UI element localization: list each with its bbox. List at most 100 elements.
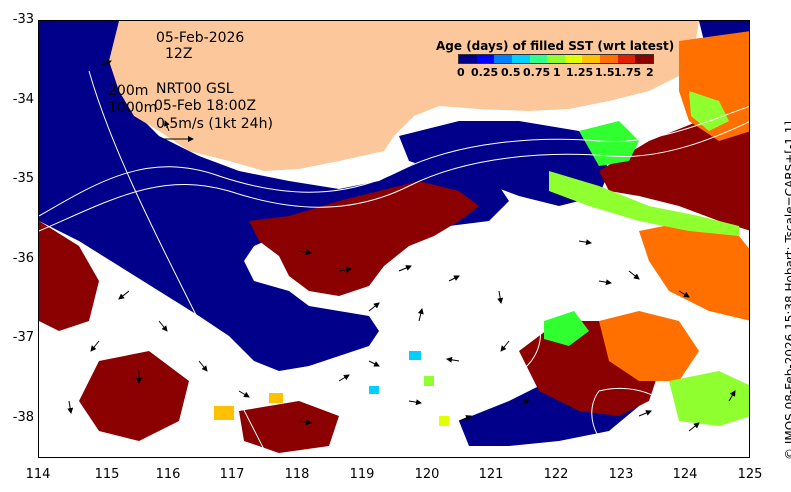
current-vector bbox=[497, 290, 504, 304]
current-vector bbox=[368, 302, 380, 312]
current-vector bbox=[688, 422, 700, 432]
current-vector bbox=[98, 60, 112, 67]
colorbar-tick: 0.25 bbox=[471, 66, 499, 79]
age-two-region-central bbox=[249, 181, 479, 296]
current-vector bbox=[238, 390, 250, 398]
current-vector bbox=[118, 290, 130, 300]
age-one-region-ridge bbox=[549, 171, 739, 236]
x-tick-label: 117 bbox=[219, 467, 245, 482]
current-vector bbox=[398, 265, 412, 272]
colorbar-tick: 1.25 bbox=[566, 66, 594, 79]
age-one-and-half-region-south bbox=[599, 311, 699, 381]
colorbar-segment bbox=[476, 55, 495, 63]
age-two-patch-southwest bbox=[79, 351, 189, 441]
current-vector bbox=[638, 410, 652, 417]
current-vector bbox=[598, 279, 612, 286]
current-vector bbox=[164, 120, 170, 132]
current-vector bbox=[728, 390, 736, 402]
x-tick-label: 123 bbox=[608, 467, 634, 482]
copyright-caption: © IMOS 08-Feb-2026 15:38 Hobart; Tscale=… bbox=[783, 120, 791, 460]
vector-scale-label: 0.5m/s (1kt 24h) bbox=[156, 116, 273, 132]
age-cyan-patch bbox=[369, 386, 379, 394]
x-tick-label: 120 bbox=[414, 467, 440, 482]
product-label: NRT00 GSL bbox=[156, 81, 234, 97]
current-vector bbox=[417, 308, 424, 322]
valid-time: 05-Feb 18:00Z bbox=[154, 98, 257, 114]
current-vector bbox=[408, 399, 422, 406]
depth-contour-line bbox=[88, 70, 269, 457]
age-one-region-mid bbox=[544, 311, 589, 346]
current-vector bbox=[500, 340, 510, 352]
current-vector bbox=[198, 360, 208, 372]
age-one-region-south bbox=[669, 371, 749, 426]
depth-label: 200m bbox=[108, 83, 149, 99]
y-tick-label: -35 bbox=[12, 171, 34, 186]
depth-label-2: 1000m bbox=[108, 100, 158, 116]
age-two-region-west bbox=[39, 221, 99, 331]
age-two-region-east bbox=[599, 111, 749, 231]
x-tick-label: 118 bbox=[284, 467, 310, 482]
current-vector bbox=[446, 356, 460, 363]
y-tick-label: -38 bbox=[12, 410, 34, 425]
colorbar-segment bbox=[600, 55, 618, 63]
colorbar-segment bbox=[547, 55, 565, 63]
age-yellow-patch bbox=[214, 406, 234, 420]
current-vector bbox=[578, 239, 592, 246]
colorbar-title: Age (days) of filled SST (wrt latest) bbox=[436, 39, 675, 53]
colorbar-tick: 2 bbox=[646, 66, 654, 79]
age-green-patch bbox=[424, 376, 434, 386]
colorbar-segment bbox=[494, 55, 512, 63]
map-date: 05-Feb-2026 bbox=[156, 30, 245, 46]
x-tick-label: 115 bbox=[94, 467, 120, 482]
colorbar-segment bbox=[459, 55, 477, 63]
age-zero-region-west bbox=[39, 21, 509, 371]
x-tick-label: 116 bbox=[155, 467, 181, 482]
current-vector bbox=[338, 266, 352, 273]
y-tick-label: -37 bbox=[12, 330, 34, 345]
age-yellow-patch bbox=[269, 393, 283, 403]
x-tick-label: 114 bbox=[25, 467, 51, 482]
colorbar-tick: 1 bbox=[553, 66, 561, 79]
depth-contour-line bbox=[39, 121, 749, 232]
x-tick-label: 122 bbox=[543, 467, 569, 482]
age-one-patch-north bbox=[689, 91, 729, 131]
current-vector bbox=[158, 320, 168, 332]
x-tick-label: 119 bbox=[349, 467, 375, 482]
x-tick-label: 125 bbox=[737, 467, 763, 482]
colorbar-tick: 0.5 bbox=[501, 66, 521, 79]
current-vector-field bbox=[67, 60, 736, 432]
current-vector bbox=[298, 419, 312, 426]
colorbar-tick: 0.75 bbox=[523, 66, 551, 79]
colorbar-segment bbox=[582, 55, 601, 63]
colorbar bbox=[458, 54, 654, 64]
current-vector bbox=[678, 290, 690, 298]
current-vector bbox=[518, 398, 530, 407]
current-vector bbox=[90, 340, 100, 352]
y-tick-label: -34 bbox=[12, 92, 34, 107]
current-vector bbox=[67, 400, 74, 414]
current-vector bbox=[368, 360, 380, 367]
colorbar-tick: 1.75 bbox=[614, 66, 642, 79]
colorbar-tick: 1.5 bbox=[595, 66, 615, 79]
colorbar-tick: 0 bbox=[457, 66, 465, 79]
colorbar-segment bbox=[635, 55, 654, 63]
depth-contour-line bbox=[424, 272, 541, 384]
age-cyan-patch bbox=[409, 351, 421, 360]
age-yellow-patch bbox=[439, 416, 449, 426]
depth-contour-line bbox=[591, 387, 680, 455]
age-two-patch-south bbox=[239, 401, 339, 453]
x-tick-label: 121 bbox=[478, 467, 504, 482]
colorbar-segment bbox=[529, 55, 548, 63]
colorbar-segment bbox=[617, 55, 636, 63]
current-vector bbox=[628, 270, 640, 280]
y-tick-label: -36 bbox=[12, 251, 34, 266]
x-tick-label: 124 bbox=[672, 467, 698, 482]
colorbar-segment bbox=[564, 55, 583, 63]
y-tick-label: -33 bbox=[12, 12, 34, 27]
current-vector bbox=[448, 275, 460, 282]
current-vector bbox=[298, 249, 312, 256]
current-vector bbox=[338, 374, 350, 382]
current-vector bbox=[458, 415, 472, 422]
colorbar-segment bbox=[511, 55, 530, 63]
age-one-and-half-region-east bbox=[639, 221, 749, 321]
